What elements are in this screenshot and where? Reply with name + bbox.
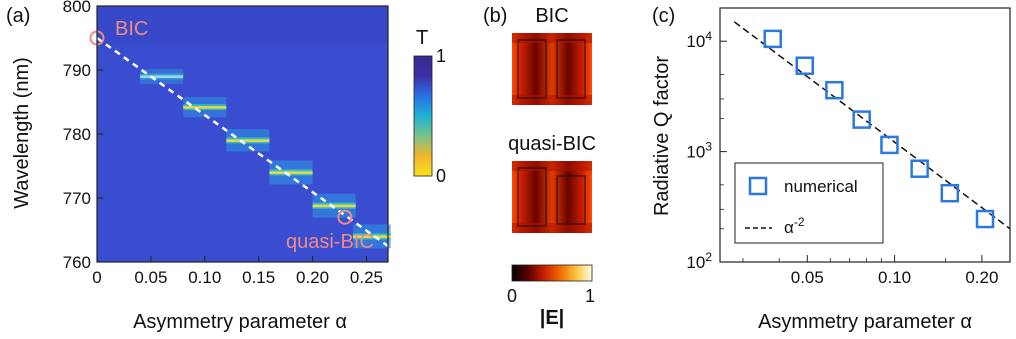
y-axis-label-c: Radiative Q factor [651, 56, 673, 216]
field-background [512, 33, 592, 105]
y-tick-label-a: 780 [63, 125, 91, 144]
resonance-peak [183, 106, 226, 109]
colorbar-t [414, 56, 432, 176]
colorbar-e-label: |E| [540, 307, 565, 329]
x-tick-label-c: 0.10 [878, 268, 911, 287]
data-point [765, 31, 781, 47]
heatmap-panel-a: BIC quasi-BIC 0 0.05 0.10 0.15 0.20 0.25 760 770… [11, 0, 446, 333]
panel-label-a: (a) [6, 5, 30, 27]
panel-label-c: (c) [652, 5, 675, 27]
data-point [912, 161, 928, 177]
y-tick-label-c: 104 [686, 29, 712, 51]
x-tick-label-c: 0.05 [791, 268, 824, 287]
y-tick-label-a: 800 [63, 0, 91, 16]
legend: numerical α-2 [735, 163, 883, 243]
field-map-quasi-bic [512, 161, 592, 233]
legend-numerical-label: numerical [784, 177, 858, 196]
x-tick-label-a: 0 [92, 268, 101, 287]
field-title-quasi-bic: quasi-BIC [508, 133, 596, 155]
field-edge-bottom [512, 95, 592, 105]
x-tick-label-a: 0.05 [134, 268, 167, 287]
axes-c: 0.05 0.10 0.20 102 103 104 [686, 29, 998, 287]
legend-box [735, 163, 883, 243]
y-tick-label-c: 102 [686, 250, 712, 272]
y-tick-label-a: 790 [63, 61, 91, 80]
colorbar-e-min: 0 [507, 286, 517, 306]
resonance-peak [226, 139, 269, 142]
x-axis-label-a: Asymmetry parameter α [133, 311, 347, 333]
field-panel-b: BIC quasi-BIC 0 1 |E| [507, 5, 596, 329]
scatter-panel-c: 0.05 0.10 0.20 102 103 104 numerical α-2 Asym… [651, 8, 1010, 333]
resonance-peak [140, 75, 183, 78]
x-axis-label-c: Asymmetry parameter α [758, 311, 972, 333]
x-tick-label-a: 0.10 [188, 268, 221, 287]
colorbar-t-label: T [416, 27, 428, 49]
y-tick-label-a: 770 [63, 189, 91, 208]
field-background [512, 161, 592, 233]
y-tick-label-a: 760 [63, 253, 91, 272]
data-point [826, 82, 842, 98]
x-tick-label-a: 0.20 [296, 268, 329, 287]
colorbar-t-max: 1 [436, 46, 446, 66]
x-tick-label-a: 0.25 [350, 268, 383, 287]
field-map-bic [512, 33, 592, 105]
x-tick-label-c: 0.20 [965, 268, 998, 287]
data-point [881, 137, 897, 153]
colorbar-t-min: 0 [436, 166, 446, 186]
marker-label-quasi-bic: quasi-BIC [286, 231, 374, 253]
y-tick-label-c: 103 [686, 140, 712, 162]
y-axis-label-a: Wavelength (nm) [11, 57, 33, 209]
data-point [854, 112, 870, 128]
field-title-bic: BIC [535, 5, 568, 27]
marker-label-bic: BIC [115, 18, 148, 40]
resonance-peak [269, 171, 312, 174]
field-edge-top [512, 33, 592, 43]
field-edge-top [512, 161, 592, 171]
x-tick-label-a: 0.15 [242, 268, 275, 287]
panel-label-b: (b) [483, 5, 507, 27]
colorbar-e-max: 1 [585, 286, 595, 306]
colorbar-e [512, 265, 592, 281]
